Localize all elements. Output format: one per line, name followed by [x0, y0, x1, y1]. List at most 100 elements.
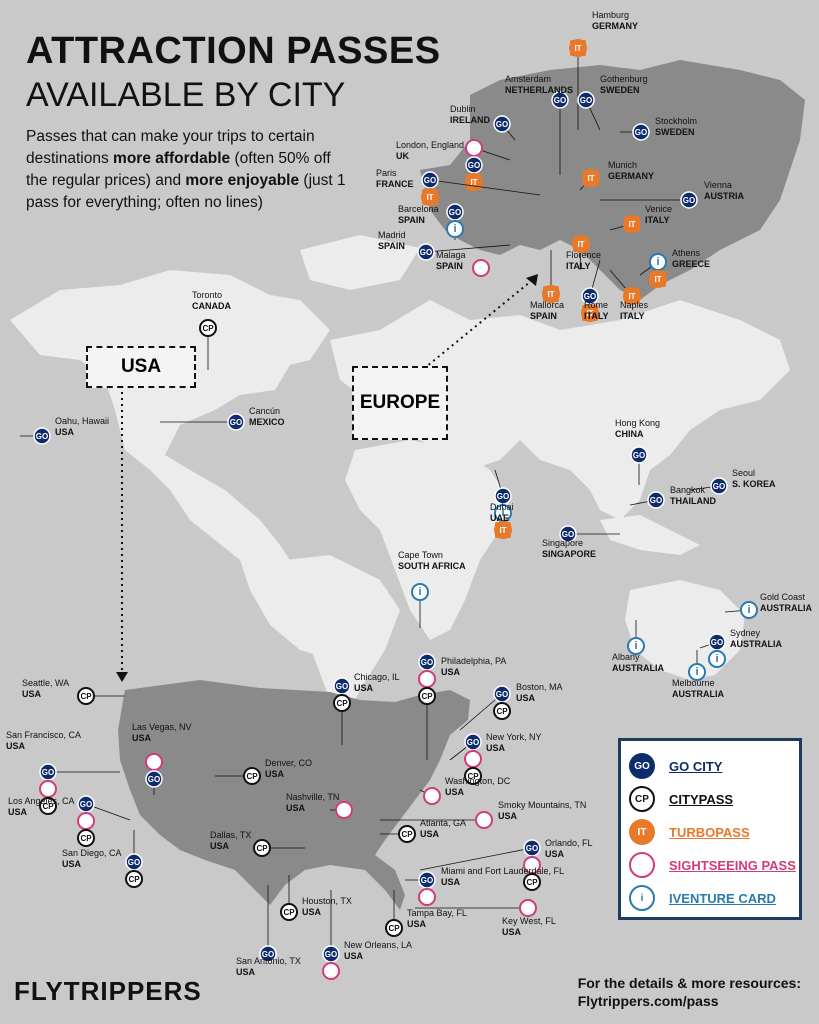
svg-text:GO: GO [584, 292, 596, 301]
legend-item-sightseeing-pass[interactable]: SIGHTSEEING PASS [629, 850, 796, 880]
svg-text:i: i [695, 666, 698, 678]
city-country: USA [302, 907, 322, 917]
city-name: Mallorca [530, 300, 564, 310]
svg-text:GO: GO [336, 682, 348, 691]
sightseeing-pass-icon [464, 750, 482, 768]
city-name: San Diego, CA [62, 848, 122, 858]
svg-text:CP: CP [42, 802, 54, 811]
city-country: GERMANY [608, 171, 654, 181]
citypass-icon: CP [125, 870, 143, 888]
city-name: Chicago, IL [354, 672, 400, 682]
footer-details: For the details & more resources: Flytri… [578, 974, 801, 1010]
svg-text:CP: CP [246, 772, 258, 781]
city-name: Toronto [192, 290, 222, 300]
city-country: ITALY [584, 311, 609, 321]
usa-region-label: USA [86, 346, 196, 388]
svg-text:IT: IT [547, 290, 554, 299]
go-city-icon: GO [421, 171, 439, 189]
city-country: USA [441, 877, 461, 887]
city-name: Rome [584, 300, 608, 310]
citypass-icon: CP [39, 797, 57, 815]
svg-text:GO: GO [80, 800, 92, 809]
turbopass-icon: IT [542, 285, 560, 303]
city-name: Seattle, WA [22, 678, 69, 688]
city-country: USA [8, 807, 28, 817]
city-country: USA [62, 859, 82, 869]
legend-item-iventure-card[interactable]: i IVENTURE CARD [629, 883, 776, 913]
svg-text:GO: GO [449, 208, 461, 217]
citypass-icon: CP [77, 687, 95, 705]
svg-text:GO: GO [635, 128, 647, 137]
city-country: UK [396, 151, 409, 161]
city-name: Barcelona [398, 204, 439, 214]
svg-text:GO: GO [496, 690, 508, 699]
city-country: FRANCE [376, 179, 414, 189]
legend-item-go-city[interactable]: GO GO CITY [629, 751, 722, 781]
citypass-icon: CP [333, 694, 351, 712]
svg-text:GO: GO [36, 432, 48, 441]
svg-text:GO: GO [262, 950, 274, 959]
city-name: Boston, MA [516, 682, 563, 692]
city-country: ITALY [620, 311, 645, 321]
svg-text:CP: CP [336, 699, 348, 708]
svg-text:GO: GO [496, 120, 508, 129]
svg-text:GO: GO [650, 496, 662, 505]
city-connector-line [429, 179, 541, 196]
city-name: New York, NY [486, 732, 542, 742]
sightseeing-pass-icon [77, 812, 95, 830]
svg-text:GO: GO [580, 96, 592, 105]
turbopass-icon: IT [582, 169, 600, 187]
city-name: Madrid [378, 230, 406, 240]
city-name: Paris [376, 168, 397, 178]
svg-text:IT: IT [470, 178, 477, 187]
legend-item-citypass[interactable]: CP CITYPASS [629, 784, 733, 814]
city-name: Atlanta, GA [420, 818, 466, 828]
city-country: AUSTRALIA [730, 639, 782, 649]
intro-part-3: (just 1 pass for everything; often no li… [26, 172, 346, 211]
intro-bold-1: more affordable [113, 150, 231, 167]
go-city-icon: GO [559, 525, 577, 543]
city-country: USA [344, 951, 364, 961]
go-city-icon: GO [446, 203, 464, 221]
city-name: Stockholm [655, 116, 697, 126]
svg-text:IT: IT [628, 292, 635, 301]
go-city-icon: GO [493, 115, 511, 133]
city-name: Malaga [436, 250, 466, 260]
svg-text:CP: CP [421, 692, 433, 701]
legend: GO GO CITY CP CITYPASS IT TURBOPASS SIGHTSEEIN… [618, 738, 802, 920]
city-country: USA [22, 689, 42, 699]
city-country: USA [354, 683, 374, 693]
intro-text: Passes that can make your trips to certa… [26, 126, 356, 214]
sightseeing-pass-icon [475, 811, 493, 829]
svg-text:CP: CP [128, 875, 140, 884]
go-city-icon: GO [322, 945, 340, 963]
city-name: Tampa Bay, FL [407, 908, 467, 918]
city-name: Florence [566, 250, 601, 260]
city-name: Bangkok [670, 485, 706, 495]
svg-text:GO: GO [420, 248, 432, 257]
legend-item-turbopass[interactable]: IT TURBOPASS [629, 817, 750, 847]
footer-url[interactable]: Flytrippers.com/pass [577, 993, 719, 1009]
go-city-icon: GO [581, 287, 599, 305]
iventure-card-icon: i [649, 253, 667, 271]
svg-text:CP: CP [283, 908, 295, 917]
city-country: ITALY [566, 261, 591, 271]
city-country: USA [498, 811, 518, 821]
sightseeing-pass-icon [519, 899, 537, 917]
go-city-icon: GO [145, 770, 163, 788]
city-country: SPAIN [530, 311, 557, 321]
